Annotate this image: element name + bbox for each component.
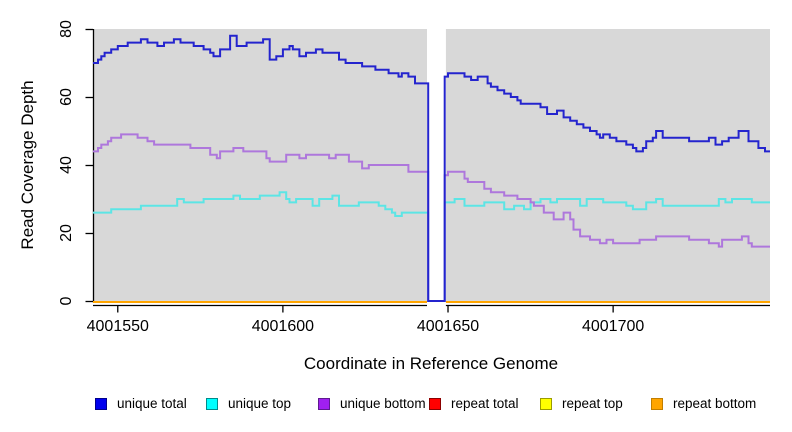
legend-entry-unique-top: unique top: [206, 396, 291, 411]
legend-swatch-icon: [206, 397, 218, 410]
x-tick-label-4001700: 4001700: [581, 318, 645, 335]
y-tick-label-60: 60: [58, 88, 75, 106]
legend-entry-repeat-top: repeat top: [540, 396, 623, 411]
series-line-unique-total: [93, 34, 770, 302]
legend-swatch-icon: [651, 397, 663, 410]
x-tick-label-4001600: 4001600: [251, 318, 315, 335]
legend-label: unique bottom: [340, 396, 426, 411]
y-tick-label-40: 40: [58, 156, 75, 174]
legend-entry-unique-total: unique total: [95, 396, 187, 411]
x-axis-title: Coordinate in Reference Genome: [303, 354, 559, 373]
legend-swatch-icon: [95, 397, 107, 410]
y-axis-title: Read Coverage Depth: [18, 80, 37, 250]
legend-label: repeat total: [451, 396, 519, 411]
legend-label: unique total: [117, 396, 187, 411]
legend-label: repeat bottom: [673, 396, 757, 411]
legend-swatch-icon: [540, 397, 552, 410]
y-tick-label-0: 0: [58, 296, 75, 306]
coverage-gap-region: [426, 29, 446, 309]
legend-entry-repeat-bottom: repeat bottom: [651, 396, 756, 411]
x-tick-label-4001550: 4001550: [86, 318, 149, 335]
x-tick-label-4001650: 4001650: [416, 318, 480, 335]
series-line-unique-bottom: [93, 133, 770, 302]
legend-label: repeat top: [562, 396, 623, 411]
legend-entry-repeat-total: repeat total: [429, 396, 519, 411]
legend-label: unique top: [228, 396, 292, 411]
y-tick-label-20: 20: [58, 224, 75, 242]
y-tick-label-80: 80: [58, 20, 75, 38]
legend-swatch-icon: [318, 397, 330, 410]
legend-swatch-icon: [429, 397, 441, 410]
legend-entry-unique-bottom: unique bottom: [318, 396, 426, 411]
